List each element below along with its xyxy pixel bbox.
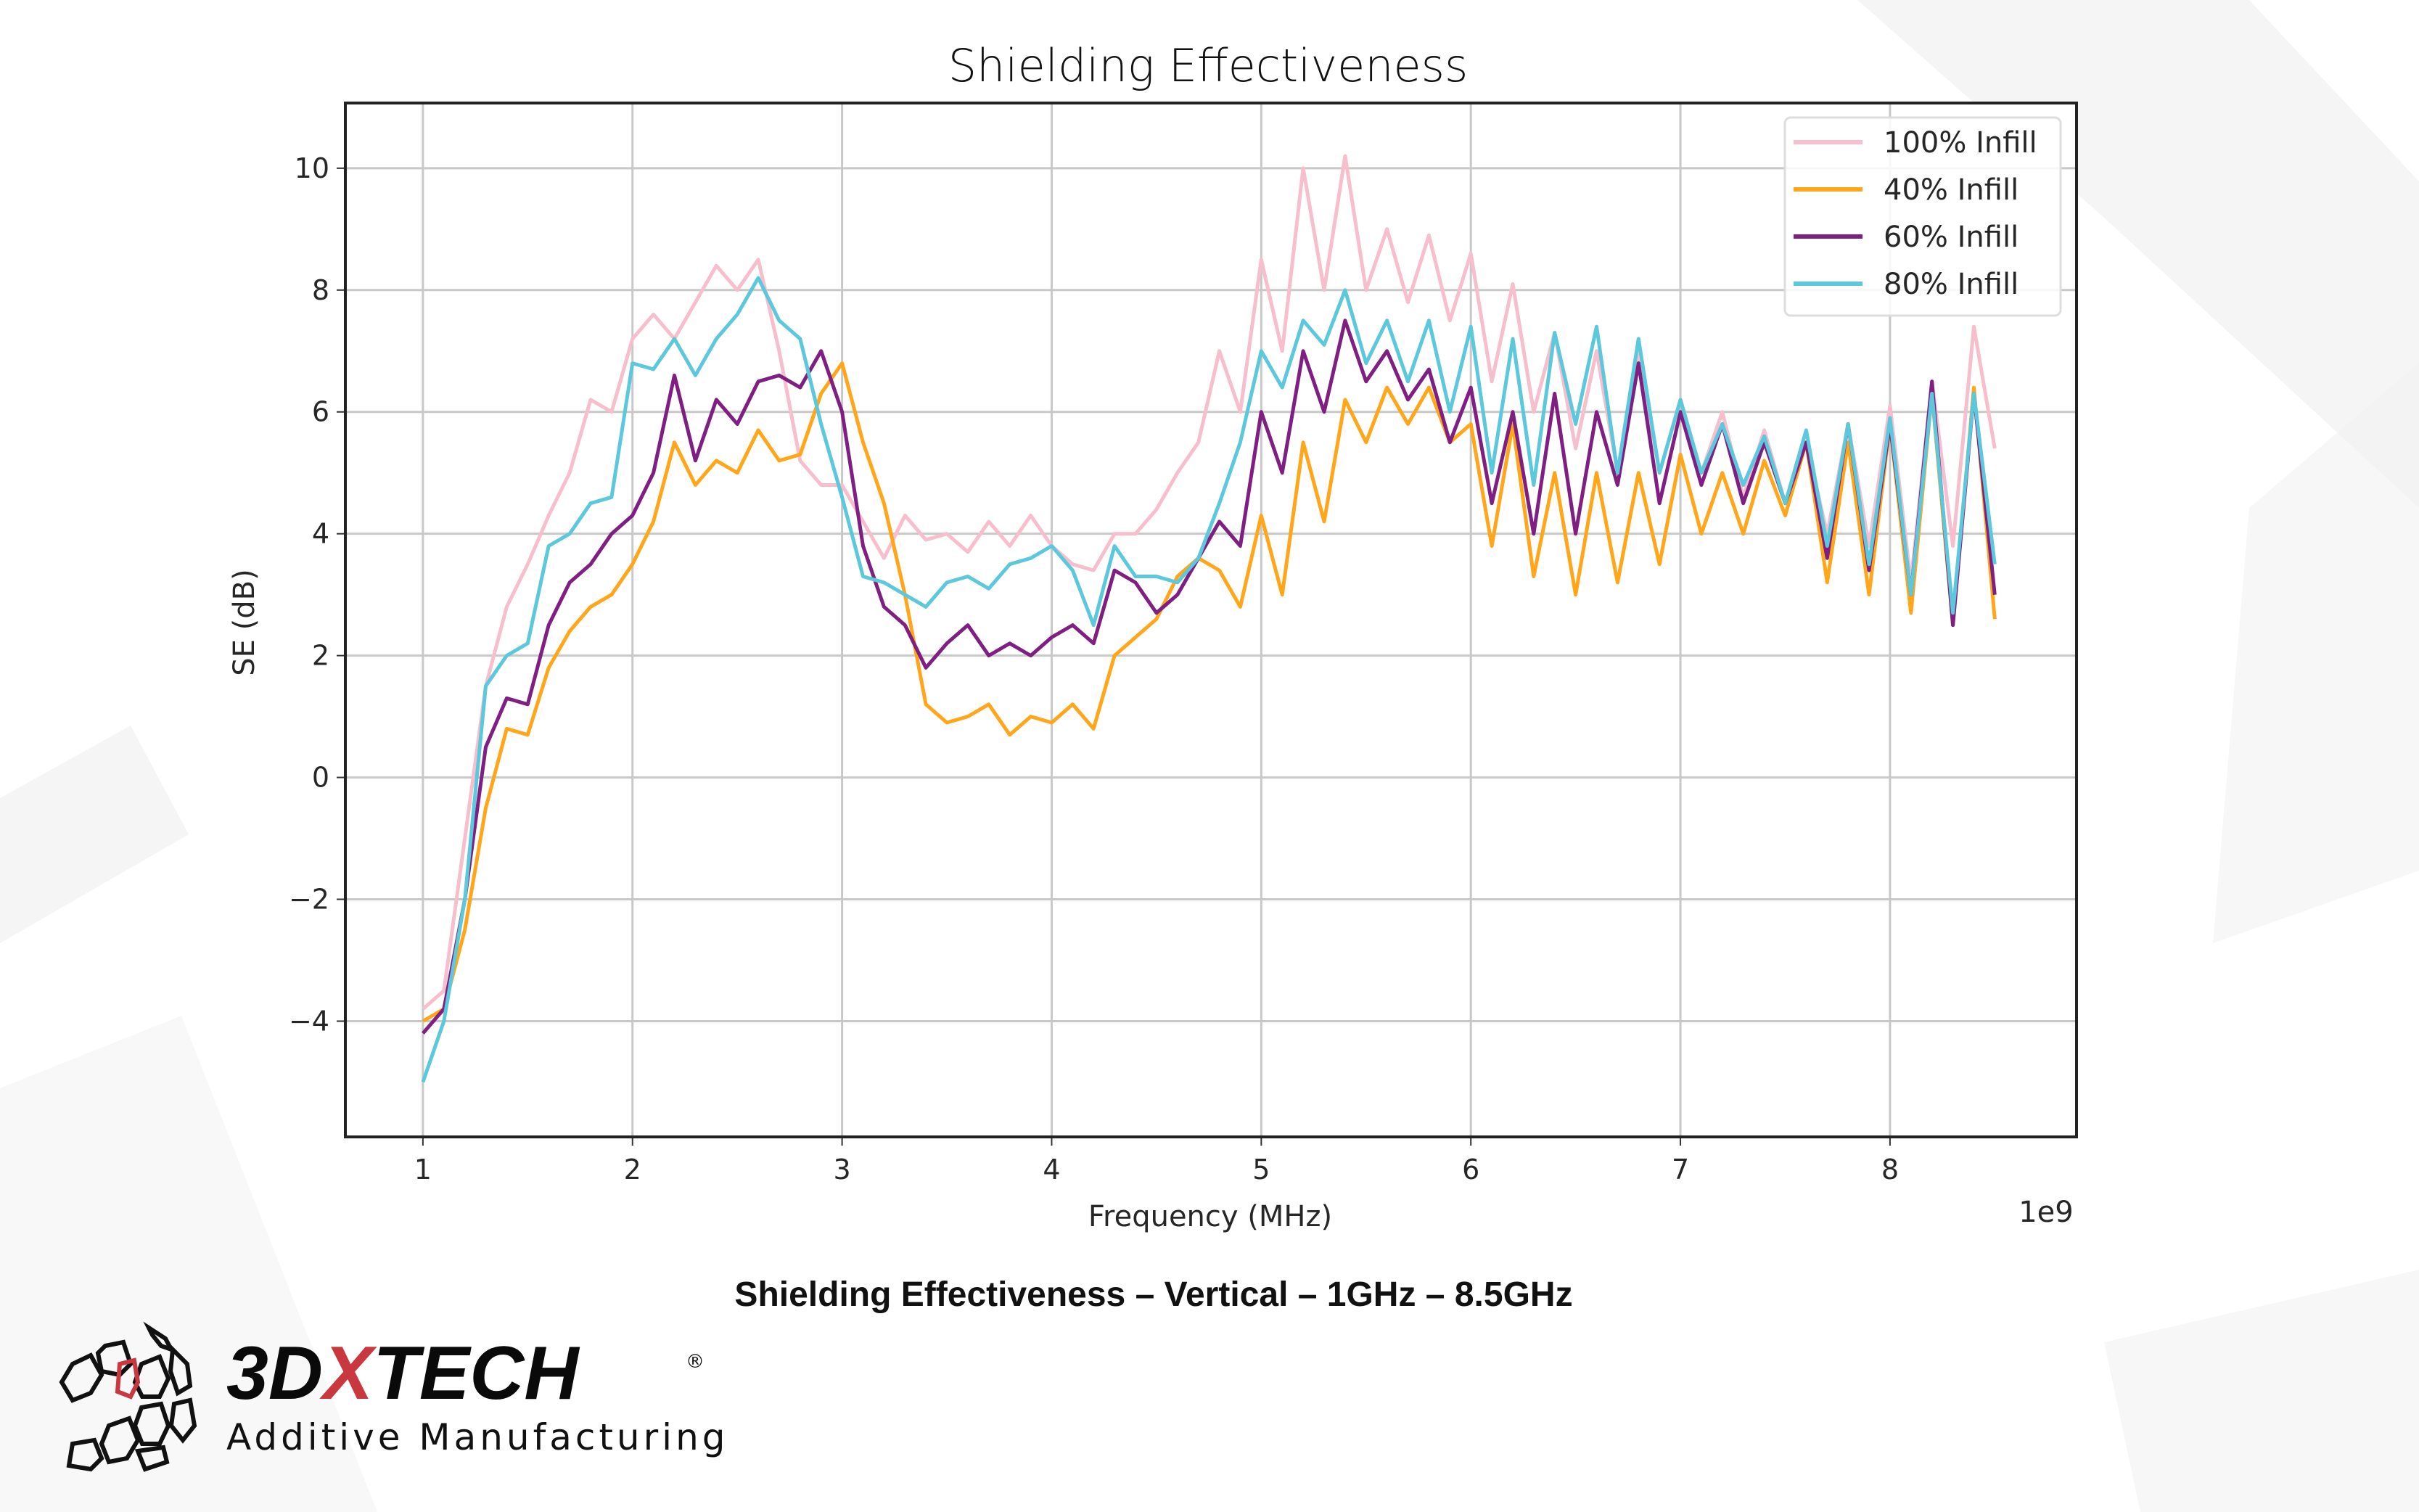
legend-label: 80% Infill [1884,268,2018,301]
x-tick-label: 8 [1881,1154,1899,1186]
y-tick-label: 0 [312,762,329,794]
plot-area: 1 2 3 4 5 6 7 8 −4 −2 0 2 4 6 8 10 100% Infill 40% Infill… [289,102,2078,1186]
chart-title: Shielding Effectiveness [948,39,1469,92]
legend-label: 100% Infill [1884,126,2037,160]
legend: 100% Infill 40% Infill 60% Infill 80% Infil… [1783,116,2062,317]
x-tick-label: 4 [1043,1154,1060,1186]
logo-tagline: Additive Manufacturing [226,1416,729,1458]
x-tick-label: 5 [1252,1154,1270,1186]
y-tick-label: 4 [312,518,329,550]
plot-frame [344,102,2078,1138]
series-line-60-infill [422,319,1997,1035]
y-tick-label: 2 [312,640,329,672]
x-axis-label: Frequency (MHz) [1088,1200,1332,1233]
x-offset-label: 1e9 [2018,1196,2074,1229]
y-tick-label: −2 [289,884,329,916]
series-line-80-infill [421,276,1997,1083]
series-line-40-infill [422,361,1997,1023]
logo: 3DXTECH ® Additive Manufacturing [59,1321,729,1472]
y-tick-label: 6 [312,396,329,428]
x-tick-label: 2 [624,1154,641,1186]
x-tick-label: 7 [1672,1154,1689,1186]
x-tick-label: 1 [414,1154,432,1186]
logo-registered: ® [686,1351,705,1373]
x-tick-label: 6 [1462,1154,1479,1186]
y-axis-label: SE (dB) [228,569,261,675]
y-tick-label: 8 [312,274,329,306]
legend-label: 40% Infill [1884,173,2018,207]
x-tick-label: 3 [834,1154,851,1186]
y-tick-label: 10 [295,152,329,184]
logo-brand: 3DXTECH [226,1331,580,1416]
chart-caption: Shielding Effectiveness – Vertical – 1GH… [734,1275,1572,1314]
legend-label: 60% Infill [1884,221,2018,254]
legend-box [1783,116,2062,317]
logo-hexagon-sphere-icon [59,1321,197,1472]
y-tick-label: −4 [289,1005,329,1037]
